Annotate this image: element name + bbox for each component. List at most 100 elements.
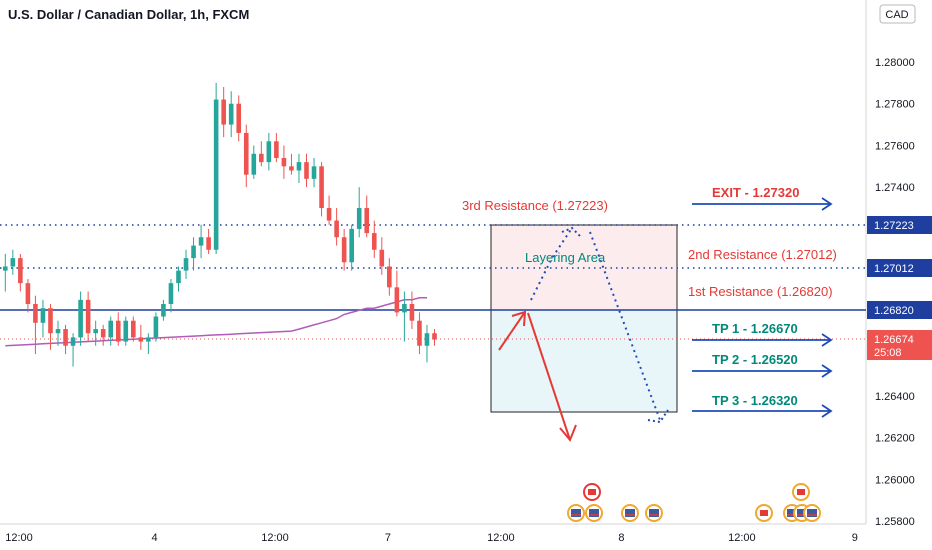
svg-text:1.26820: 1.26820 [874,305,914,317]
svg-text:CAD: CAD [885,9,908,21]
candle [85,291,91,342]
layering-area-label: Layering Area [525,250,606,265]
candle [146,333,151,355]
y-tick-label: 1.27600 [875,140,915,152]
red-up-arrow [498,311,526,351]
candle [100,324,106,346]
candle [115,312,121,346]
candle [289,153,294,175]
candle [108,316,114,346]
blue-dotted-path-up-head [561,226,581,237]
candle [387,258,392,296]
candle [274,132,279,163]
tp3-arrow [692,404,833,418]
y-tick-label: 1.26400 [875,391,915,403]
candle [138,324,144,350]
candle [131,316,136,342]
currency-badge[interactable]: CAD [879,4,916,24]
candle [176,266,181,292]
x-tick-label: 12:00 [728,532,756,544]
x-tick-label: 7 [385,532,391,544]
y-tick-label: 1.26000 [875,474,915,486]
tp2-label: TP 2 - 1.26520 [712,352,798,367]
y-tick-label: 1.25800 [875,516,915,528]
level-tag-1-27012: 1.27012 [867,259,932,277]
candle [221,87,226,138]
candle [304,153,309,188]
blue-dotted-path-down-head [647,409,669,424]
candle [48,304,53,350]
candle [417,312,422,355]
candle [424,324,430,363]
candle [10,249,16,275]
candle [356,187,362,238]
candle [266,132,272,171]
candle [259,141,264,167]
candle [183,249,189,279]
red-down-arrow [527,312,571,441]
tp1-label: TP 1 - 1.26670 [712,321,798,336]
resistance-2-label: 2nd Resistance (1.27012) [688,247,837,262]
us-flag-icon[interactable] [621,504,639,522]
candle [191,237,196,271]
candle [55,320,61,346]
canada-flag-icon[interactable] [792,483,810,501]
candle [153,312,159,342]
candle [281,145,287,179]
price-axis[interactable]: 1.280001.278001.276001.274001.272001.270… [875,57,915,528]
candle [341,228,347,271]
resistance-1-label: 1st Resistance (1.26820) [688,284,833,299]
candle [206,228,211,254]
candle [349,224,354,271]
y-tick-label: 1.27800 [875,99,915,111]
candle [311,157,317,188]
tp2-arrow [692,364,833,378]
candle [70,333,76,367]
level-tag-1-27223: 1.27223 [867,216,932,234]
svg-text:1.26674: 1.26674 [874,334,914,346]
y-tick-label: 1.27400 [875,182,915,194]
candle [432,329,437,346]
candle [25,278,31,313]
x-tick-label: 8 [618,532,624,544]
level-tag-1-26820: 1.26820 [867,301,932,319]
candles [3,82,437,367]
candle [402,291,407,342]
candle [236,95,242,142]
exit-label: EXIT - 1.27320 [712,185,799,200]
candle [198,224,204,259]
event-icons[interactable] [567,483,821,522]
x-tick-label: 12:00 [487,532,515,544]
red-down-arrow-head [559,424,577,442]
candle [364,195,370,238]
us-flag-icon[interactable] [803,504,821,522]
current-price-tag: 1.26674 25:08 [867,330,932,360]
us-flag-icon[interactable] [585,504,603,522]
target-zone-box [490,309,678,413]
x-tick-label: 4 [151,532,157,544]
candle [213,82,219,254]
canada-flag-icon[interactable] [583,483,601,501]
canada-flag-icon[interactable] [755,504,773,522]
candle [33,295,38,355]
x-tick-label: 9 [852,532,858,544]
resistance-3-label: 3rd Resistance (1.27223) [462,198,608,213]
candle [78,291,83,346]
us-flag-icon[interactable] [645,504,663,522]
exit-arrow [692,197,833,211]
candle [168,278,174,313]
candle [251,145,257,179]
x-tick-label: 12:00 [5,532,33,544]
svg-text:1.27223: 1.27223 [874,220,914,232]
candle [228,91,234,138]
tp1-arrow [692,333,833,347]
candle [123,316,129,346]
candle [40,299,46,338]
svg-text:1.27012: 1.27012 [874,263,914,275]
y-tick-label: 1.26200 [875,433,915,445]
us-flag-icon[interactable] [567,504,585,522]
candle [334,208,339,246]
